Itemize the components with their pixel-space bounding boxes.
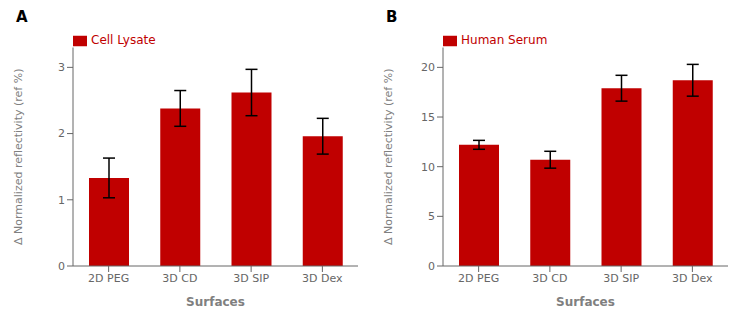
html-text:Human Serum: Human Serum	[461, 33, 548, 47]
svg-text:10: 10	[421, 161, 435, 174]
svg-text:0: 0	[58, 260, 65, 273]
svg-text:3D CD: 3D CD	[532, 272, 567, 285]
svg-text:3D Dex: 3D Dex	[302, 272, 343, 285]
svg-text:15: 15	[421, 111, 435, 124]
svg-text:3D SIP: 3D SIP	[233, 272, 269, 285]
svg-text:Surfaces: Surfaces	[186, 295, 245, 309]
html-text:B: B	[386, 8, 398, 26]
svg-text:Δ Normalized reflectivity (ref: Δ Normalized reflectivity (ref %)	[12, 69, 25, 245]
svg-text:5: 5	[428, 210, 435, 223]
html-text:Cell Lysate: Cell Lysate	[91, 33, 156, 47]
svg-text:2: 2	[58, 127, 65, 140]
svg-text:3D CD: 3D CD	[162, 272, 197, 285]
svg-text:Surfaces: Surfaces	[556, 295, 615, 309]
svg-text:3D Dex: 3D Dex	[672, 272, 713, 285]
svg-text:2D PEG: 2D PEG	[88, 272, 129, 285]
html-text:A: A	[16, 8, 28, 26]
svg-text:20: 20	[421, 61, 435, 74]
svg-text:1: 1	[58, 194, 65, 207]
svg-text:3D SIP: 3D SIP	[603, 272, 639, 285]
svg-text:0: 0	[428, 260, 435, 273]
svg-text:Δ Normalized reflectivity (ref: Δ Normalized reflectivity (ref %)	[382, 69, 395, 245]
svg-text:3: 3	[58, 61, 65, 74]
svg-text:2D PEG: 2D PEG	[458, 272, 499, 285]
